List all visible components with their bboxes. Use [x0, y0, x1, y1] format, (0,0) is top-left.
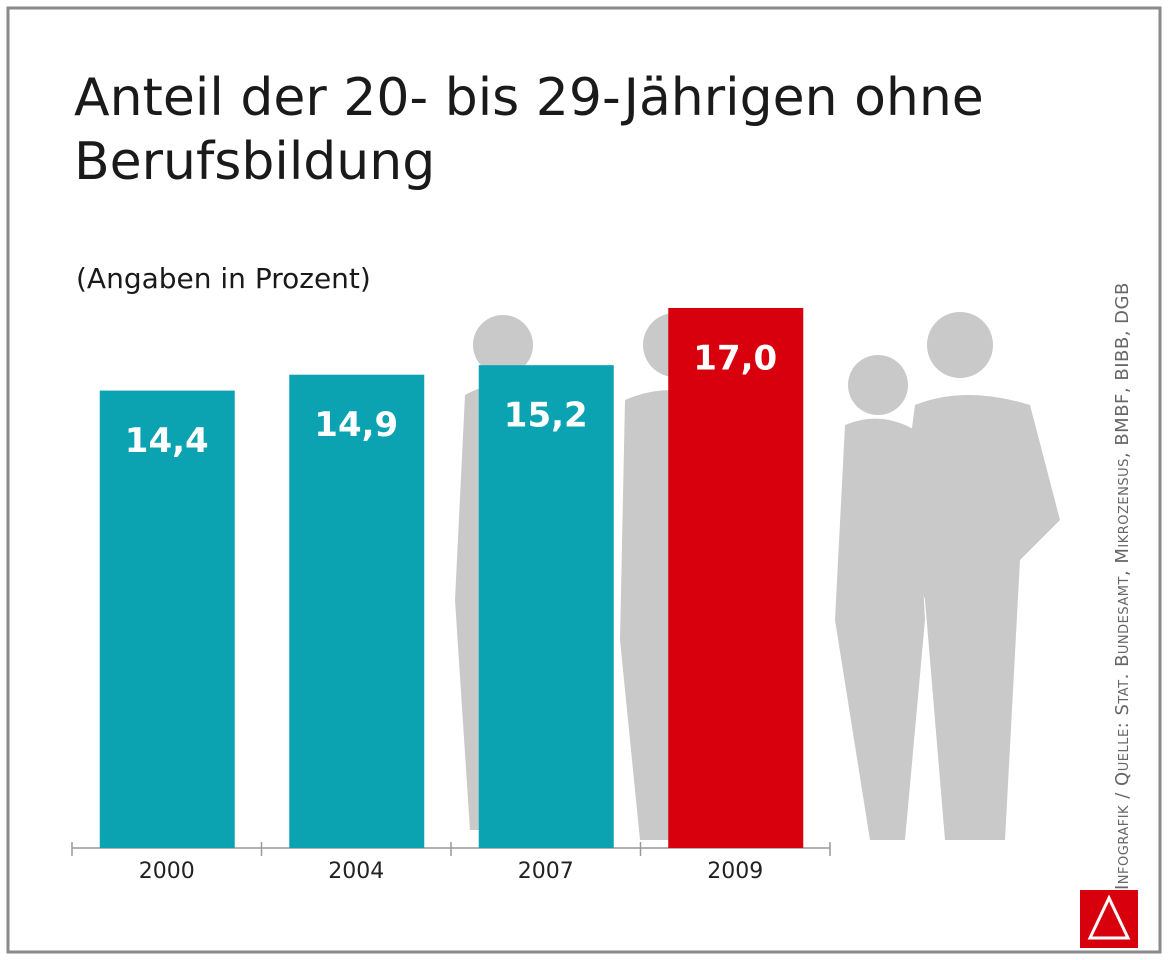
value-label: 15,2	[504, 396, 588, 436]
value-label: 14,4	[125, 421, 209, 461]
logo	[1080, 890, 1138, 948]
bar	[479, 365, 614, 848]
value-label: 17,0	[693, 339, 777, 379]
chart-subtitle: (Angaben in Prozent)	[76, 262, 371, 295]
x-tick-label: 2004	[328, 859, 384, 884]
bar	[289, 375, 424, 848]
source-note: Infografik / Quelle: Stat. Bundesamt, Mi…	[1112, 282, 1133, 890]
x-tick-label: 2000	[139, 859, 195, 884]
bar	[668, 308, 803, 848]
chart-title: Anteil der 20- bis 29-Jährigen ohne Beru…	[74, 66, 1084, 194]
page: {"chart_data": {"type": "bar", "title": …	[0, 0, 1169, 960]
x-tick-label: 2009	[707, 859, 763, 884]
x-tick-label: 2007	[518, 859, 574, 884]
value-label: 14,9	[314, 405, 398, 445]
